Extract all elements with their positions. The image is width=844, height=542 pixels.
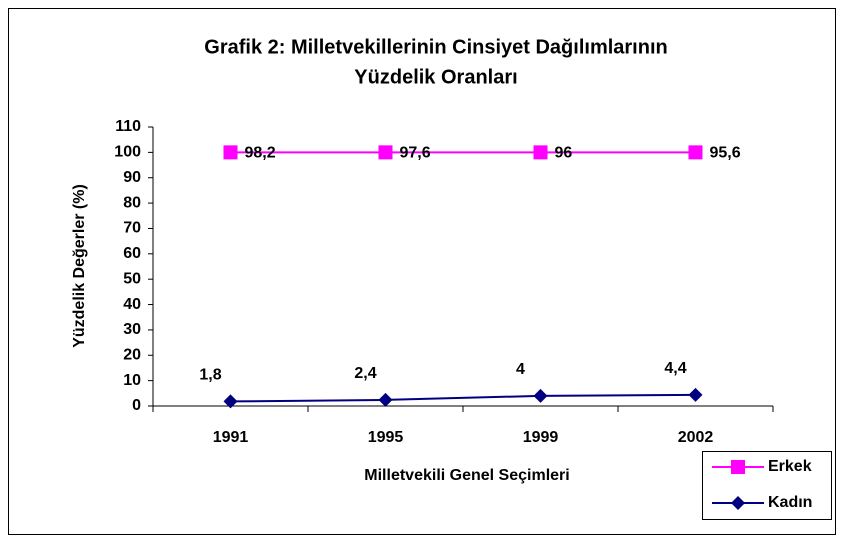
data-label: 97,6 <box>400 145 431 162</box>
legend-marker <box>731 496 745 510</box>
x-tick-label: 1999 <box>523 429 559 446</box>
data-point <box>378 145 393 160</box>
chart-title: Yüzdelik Oranları <box>354 66 517 88</box>
data-label: 1,8 <box>199 367 221 384</box>
chart-title: Grafik 2: Milletvekillerinin Cinsiyet Da… <box>204 36 667 58</box>
y-tick-label: 70 <box>123 220 141 237</box>
chart-frame <box>8 8 836 535</box>
data-label: 95,6 <box>710 145 741 162</box>
x-axis-label: Milletvekili Genel Seçimleri <box>364 467 569 484</box>
x-tick-label: 2002 <box>678 429 714 446</box>
y-tick-label: 20 <box>123 346 141 363</box>
y-tick-label: 90 <box>123 169 141 186</box>
data-label: 2,4 <box>354 365 376 382</box>
x-tick-label: 1995 <box>368 429 404 446</box>
data-label: 98,2 <box>245 145 276 162</box>
y-tick-label: 10 <box>123 372 141 389</box>
legend-label: Erkek <box>768 458 812 475</box>
data-point <box>688 145 703 160</box>
y-tick-label: 100 <box>114 144 141 161</box>
data-point <box>378 392 393 407</box>
y-tick-label: 60 <box>123 245 141 262</box>
legend-label: Kadın <box>768 494 812 511</box>
x-tick-label: 1991 <box>213 429 249 446</box>
y-tick-label: 50 <box>123 270 141 287</box>
series-line <box>230 393 696 403</box>
y-tick-label: 40 <box>123 296 141 313</box>
data-label: 96 <box>555 145 573 162</box>
y-tick-label: 110 <box>115 118 141 135</box>
y-axis-label: Yüzdelik Değerler (%) <box>71 184 88 348</box>
data-point <box>533 145 548 160</box>
data-point <box>688 387 703 402</box>
data-label: 4,4 <box>664 360 686 377</box>
data-label: 4 <box>516 361 525 378</box>
y-tick-label: 30 <box>123 321 141 338</box>
y-tick-label: 0 <box>132 397 141 414</box>
data-point <box>533 388 548 403</box>
data-point <box>223 145 238 160</box>
legend-marker <box>731 460 745 474</box>
y-tick-label: 80 <box>123 194 141 211</box>
data-point <box>223 394 238 409</box>
legend-box <box>702 451 832 520</box>
